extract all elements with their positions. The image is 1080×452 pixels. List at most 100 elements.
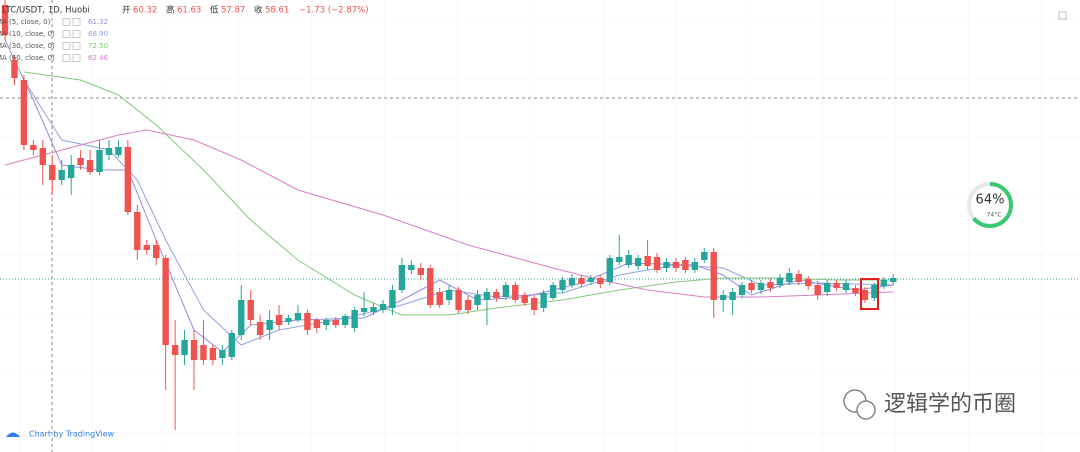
settings-icon[interactable] [1058, 11, 1067, 20]
candle-body [738, 285, 746, 295]
candle-body [11, 60, 18, 78]
candle-body [701, 252, 708, 260]
candle-body [408, 265, 415, 270]
candle-body [266, 320, 273, 330]
candle-body [219, 350, 226, 358]
ohlc-label: 收 [254, 5, 263, 16]
gauge: 64% 74°C [967, 182, 1013, 228]
candle-body [134, 212, 141, 250]
candle-body [294, 313, 302, 320]
candle-body [871, 285, 878, 298]
candle-body [115, 147, 122, 155]
candle-body [417, 268, 424, 275]
candle-body [691, 262, 699, 270]
candle-body [559, 280, 566, 290]
highlight-box [860, 278, 879, 310]
candle-body [105, 148, 113, 155]
candle-body [67, 165, 75, 178]
candle-body [861, 290, 869, 300]
candle-body [805, 279, 812, 286]
candle-body [389, 290, 396, 308]
candle-body [96, 150, 103, 172]
legend-eye[interactable] [62, 54, 71, 62]
candle-body [521, 295, 528, 303]
candle-body [190, 340, 198, 360]
candle-body [455, 290, 462, 310]
candle-body [256, 322, 264, 335]
candle-body [587, 278, 595, 282]
candle-body [200, 345, 207, 360]
candle-body [757, 283, 765, 290]
candle-body [181, 340, 188, 355]
candle-body [445, 290, 453, 300]
legend-close[interactable] [72, 30, 81, 38]
candle-body [58, 170, 65, 180]
candle-body [313, 320, 321, 328]
ohlc: 开 60.32 高 61.63 低 57.87 收 58.61 [122, 5, 289, 16]
candle-body [275, 315, 283, 325]
candle-body [39, 148, 47, 165]
candle-body [304, 313, 311, 330]
candle-body [672, 262, 680, 268]
legend-name: MA (5, close, 0) [0, 18, 51, 26]
candle-body [464, 300, 472, 310]
legend-name: MA (10, close, 0) [0, 30, 55, 38]
candle-body [880, 280, 888, 286]
candle-body [729, 292, 736, 300]
ohlc-value: 57.87 [221, 6, 245, 16]
candle-body [748, 283, 755, 290]
legend-value: 62.46 [88, 54, 109, 62]
legend-eye[interactable] [62, 30, 71, 38]
ma-line [23, 71, 894, 316]
candle-body [767, 282, 774, 288]
legend-close[interactable] [72, 18, 81, 26]
candle-body [852, 288, 859, 293]
ohlc-label: 开 [122, 6, 131, 16]
candle-body [238, 300, 245, 335]
legend-close[interactable] [72, 54, 81, 62]
candle-body [540, 293, 547, 308]
candle-body [341, 316, 349, 325]
candle-body [823, 283, 831, 292]
candle-body [162, 258, 169, 345]
candle-body [351, 310, 358, 328]
candle-body [285, 318, 292, 322]
candle-body [644, 256, 651, 266]
candle-body [332, 320, 339, 325]
candle-body [616, 257, 623, 262]
candle-body [606, 258, 613, 282]
candle-body [493, 292, 500, 298]
candle-body [663, 262, 670, 268]
legend: MA (5, close, 0) 61.32 MA (10, close, 0) 68… [0, 18, 109, 62]
candle-body [77, 158, 84, 165]
candle-body [776, 278, 784, 285]
change: −1.73 (−2.87%) [299, 6, 369, 16]
candle-body [228, 333, 235, 357]
candle-body [833, 283, 840, 288]
candle-body [370, 307, 377, 312]
legend-eye[interactable] [62, 18, 71, 26]
candle-body [653, 257, 661, 270]
candle-body [483, 292, 491, 300]
candle-body [209, 348, 217, 360]
candle-body [124, 147, 132, 212]
plot [1, 0, 897, 430]
candle-body [842, 283, 850, 290]
candle-body [30, 145, 37, 150]
legend-eye[interactable] [62, 42, 71, 50]
symbol: LTC/USDT, 1D, Huobi [2, 6, 90, 16]
candle-body [143, 245, 150, 250]
credit: Chart by TradingView [29, 430, 115, 439]
legend-close[interactable] [72, 42, 81, 50]
candle-body [49, 165, 56, 180]
candle-body [568, 278, 576, 285]
wechat-icon [843, 389, 876, 420]
candle-body [427, 268, 434, 305]
candle-body [398, 265, 406, 290]
candle-body [247, 300, 254, 320]
candle-body [786, 273, 793, 282]
candle-body [634, 258, 642, 266]
candle-body [436, 292, 443, 305]
